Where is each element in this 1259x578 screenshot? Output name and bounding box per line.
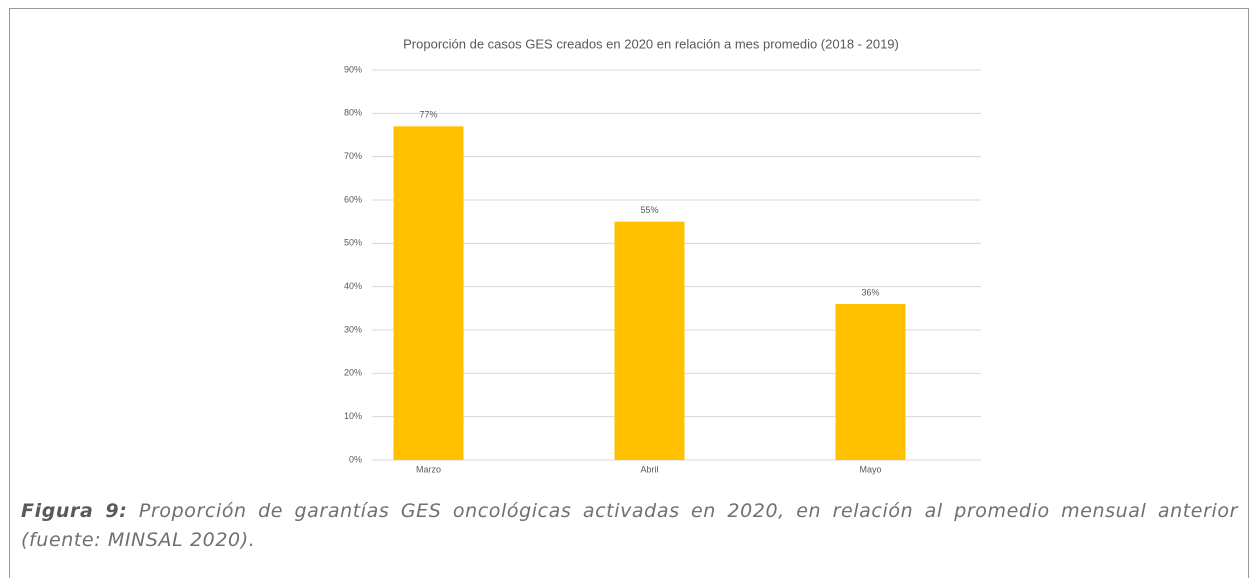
data-label: 55%	[640, 205, 658, 215]
data-label: 77%	[419, 110, 437, 120]
x-tick-label: Marzo	[416, 464, 441, 474]
bar	[835, 304, 906, 460]
page: Proporción de casos GES creados en 2020 …	[9, 8, 1249, 578]
chart-title: Proporción de casos GES creados en 2020 …	[403, 36, 899, 51]
bar	[393, 126, 464, 460]
caption-label: Figura 9:	[21, 500, 128, 522]
y-tick-label: 30%	[344, 324, 362, 334]
y-tick-label: 10%	[344, 411, 362, 421]
y-tick-label: 60%	[344, 194, 362, 204]
y-tick-label: 0%	[349, 454, 362, 464]
y-tick-label: 70%	[344, 151, 362, 161]
figure-frame	[9, 8, 1249, 578]
data-label: 36%	[861, 287, 879, 297]
bar	[614, 221, 685, 460]
caption: Figura 9: Proporción de garantías GES on…	[21, 497, 1238, 555]
x-tick-label: Abril	[640, 464, 658, 474]
y-tick-label: 40%	[344, 281, 362, 291]
y-tick-label: 50%	[344, 238, 362, 248]
y-tick-label: 20%	[344, 368, 362, 378]
x-tick-label: Mayo	[859, 464, 881, 474]
y-tick-label: 90%	[344, 64, 362, 74]
caption-text: Proporción de garantías GES oncológicas …	[21, 500, 1239, 551]
chart: Proporción de casos GES creados en 2020 …	[344, 36, 981, 474]
y-tick-label: 80%	[344, 108, 362, 118]
